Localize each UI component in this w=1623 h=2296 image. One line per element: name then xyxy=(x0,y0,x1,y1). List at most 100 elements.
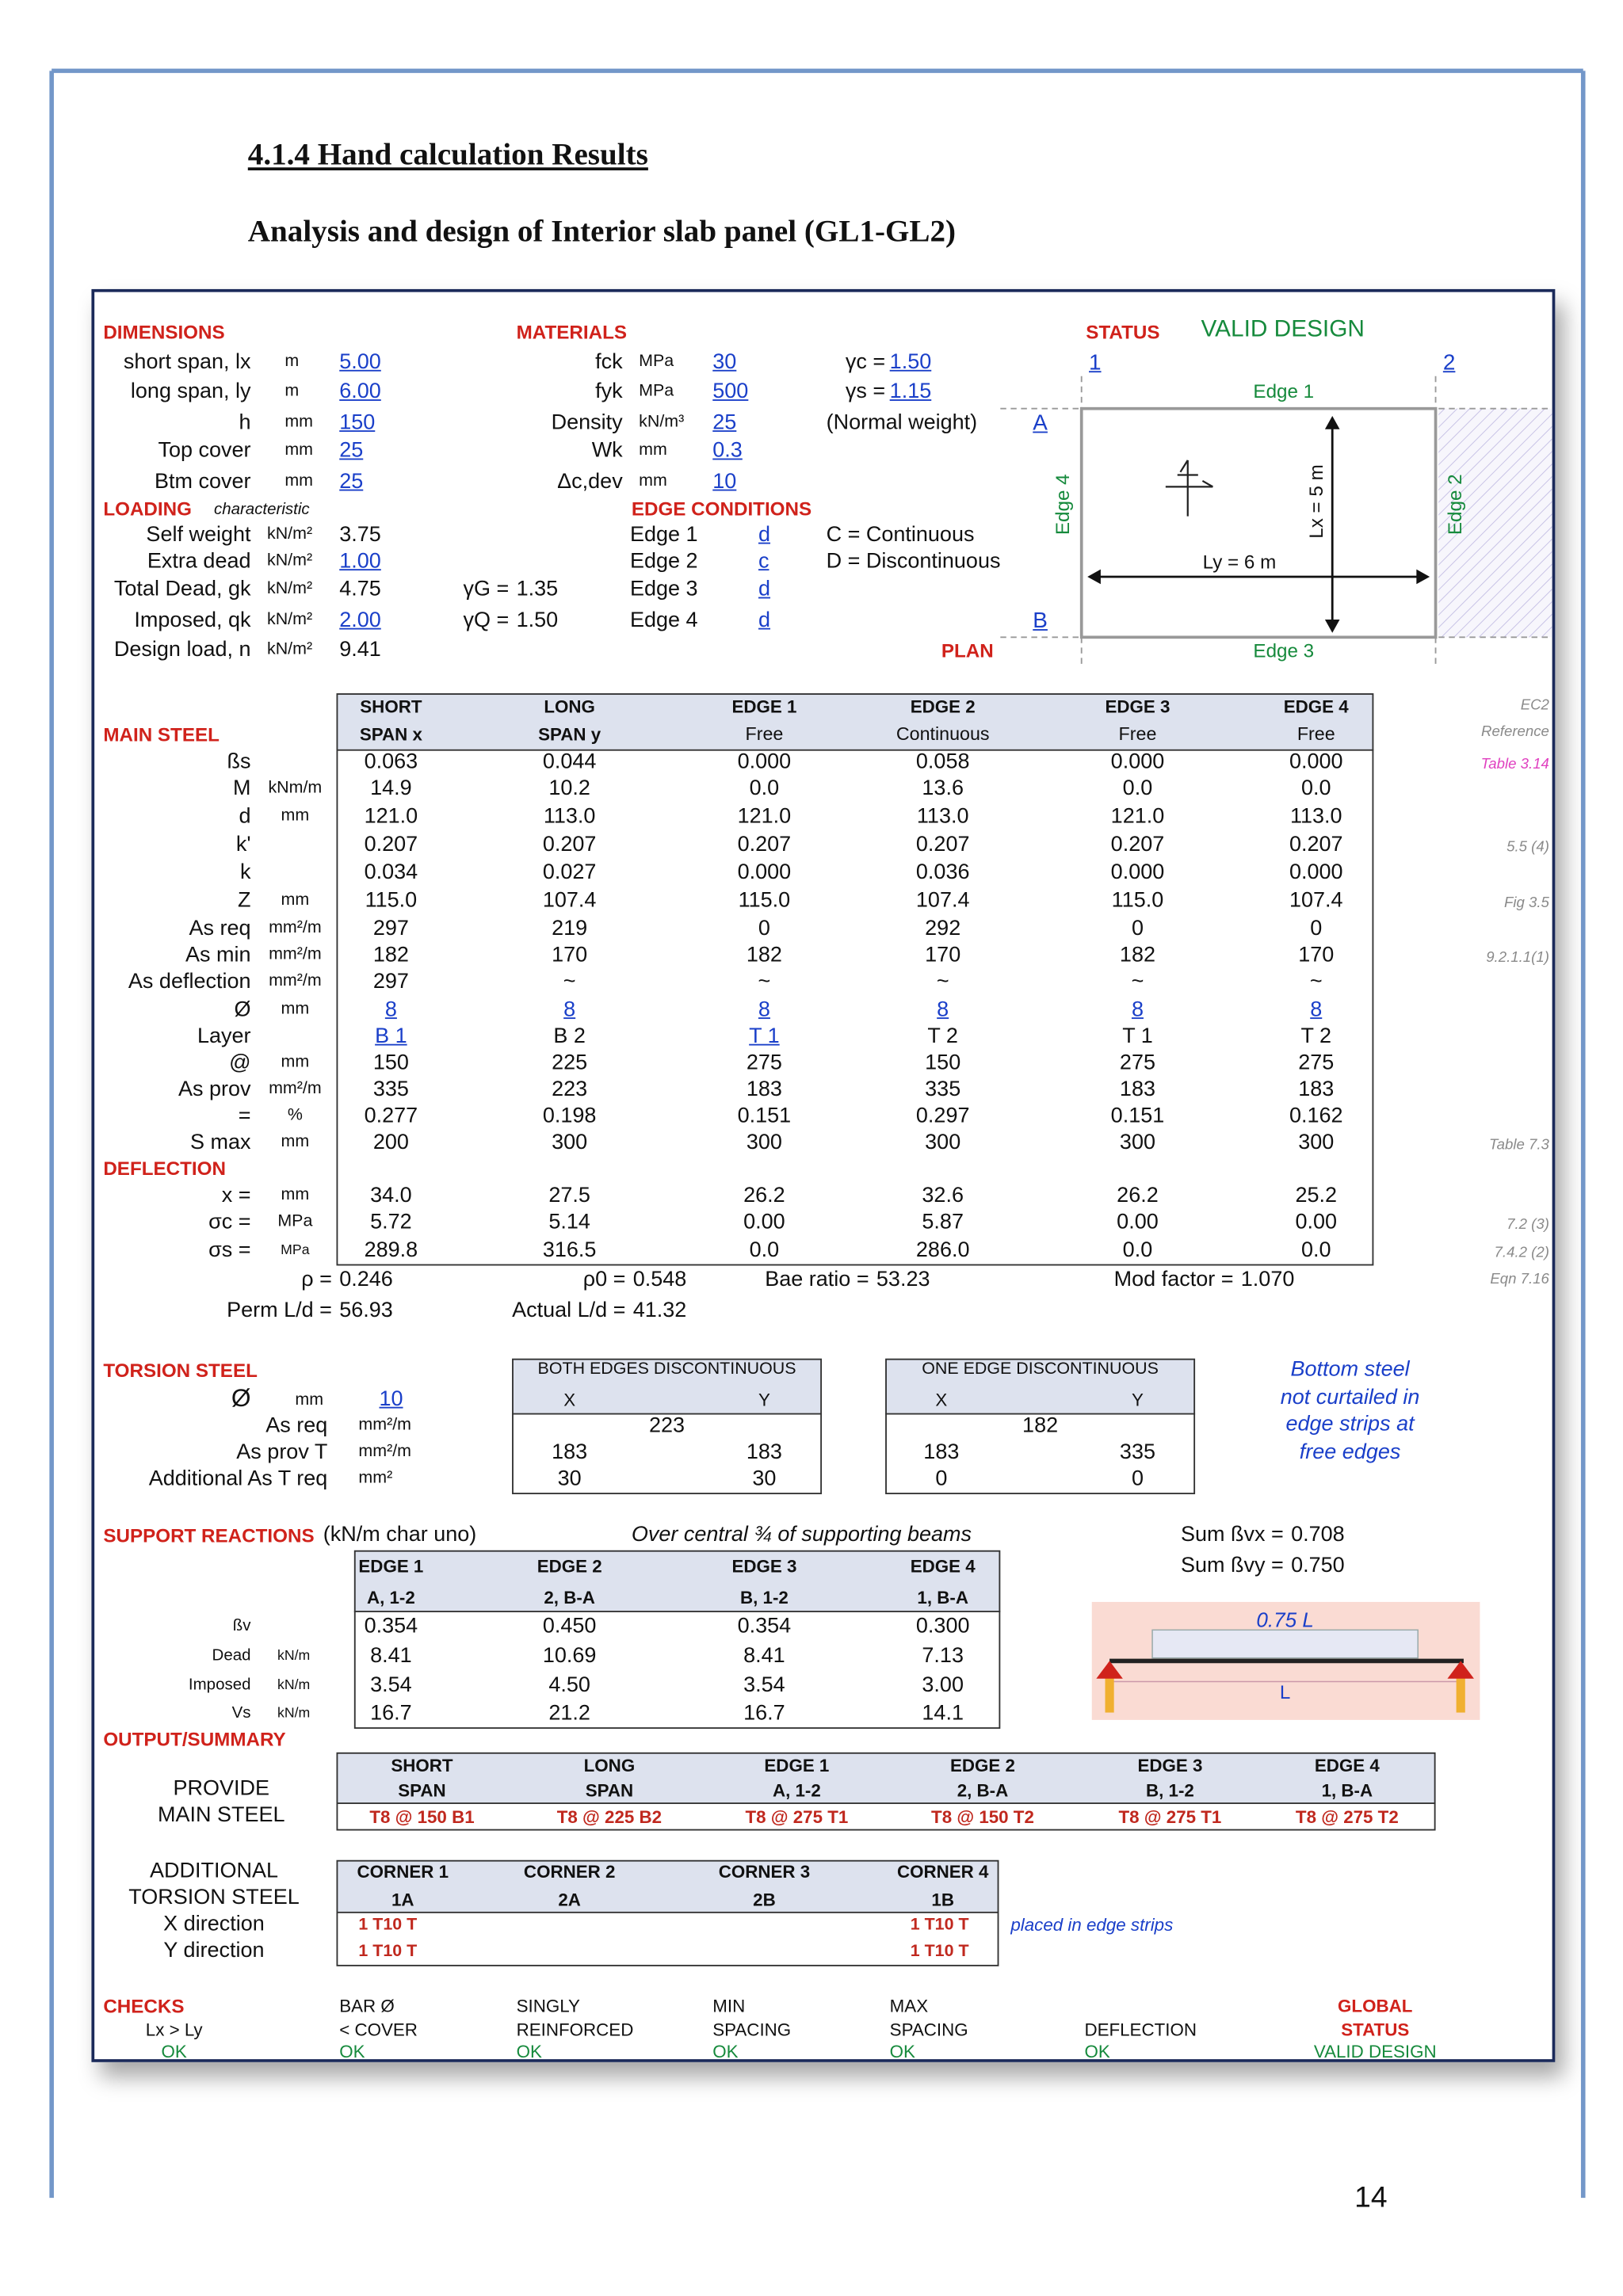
input-value[interactable]: 30 xyxy=(712,350,737,375)
column-header: X xyxy=(563,1389,576,1410)
cell[interactable]: 8 xyxy=(563,997,576,1022)
cell: 21.2 xyxy=(548,1702,590,1726)
cell: 289.8 xyxy=(364,1238,418,1263)
column-header: Y xyxy=(758,1389,770,1410)
cell[interactable]: 8 xyxy=(758,997,770,1022)
input-value[interactable]: 25 xyxy=(339,470,364,494)
cell[interactable]: 8 xyxy=(1131,997,1144,1022)
value[interactable]: 2.00 xyxy=(339,608,381,633)
cell: 0.198 xyxy=(542,1104,597,1128)
cell: 4.50 xyxy=(548,1673,590,1698)
cell: T 2 xyxy=(1300,1024,1332,1049)
column-header: EDGE 1 xyxy=(731,696,797,717)
input-value[interactable]: 500 xyxy=(712,379,749,404)
unit: m xyxy=(285,353,300,371)
input-value[interactable]: 1.50 xyxy=(889,350,932,375)
unit: mm²/m xyxy=(358,1443,412,1461)
column-header: 2B xyxy=(753,1889,776,1911)
label: γc = xyxy=(845,350,886,375)
reference: 7.4.2 (2) xyxy=(1494,1245,1549,1261)
label: Mod factor = xyxy=(1113,1268,1234,1292)
result: 1 T10 T xyxy=(910,1943,969,1961)
cell[interactable]: 8 xyxy=(384,997,397,1022)
reference: 7.2 (3) xyxy=(1507,1217,1549,1234)
value[interactable]: 1.00 xyxy=(339,549,381,574)
unit: mm²/m xyxy=(269,972,322,990)
heading: MAIN STEEL xyxy=(103,723,220,746)
cell: 0.000 xyxy=(1110,750,1165,774)
input-value[interactable]: 6.00 xyxy=(339,379,381,404)
unit: kN/m xyxy=(277,1648,311,1665)
value: 3.75 xyxy=(339,523,381,547)
cell: 121.0 xyxy=(364,805,418,829)
column-header: 1, B-A xyxy=(917,1587,968,1608)
cell: 107.4 xyxy=(542,889,597,913)
cell: 30 xyxy=(557,1467,582,1491)
cell: 0.0 xyxy=(1122,1238,1153,1263)
row-label: As req xyxy=(189,917,251,941)
edge-label: Edge 3 xyxy=(1253,639,1315,662)
input-value[interactable]: 10 xyxy=(379,1387,403,1412)
cell: ~ xyxy=(1131,970,1144,994)
cell: 0.277 xyxy=(364,1104,418,1128)
input-value[interactable]: d xyxy=(758,578,771,602)
cell: 183 xyxy=(923,1440,960,1465)
unit: mm²/m xyxy=(358,1416,412,1435)
input-value[interactable]: 150 xyxy=(339,410,376,435)
column-header: EDGE 4 xyxy=(1314,1755,1380,1776)
unit: MPa xyxy=(639,353,674,371)
label: Sum ßvx = xyxy=(1181,1523,1284,1547)
legend: D = Discontinuous xyxy=(826,549,1001,574)
input-value[interactable]: d xyxy=(758,523,771,547)
check-label: DEFLECTION xyxy=(1084,2019,1197,2040)
check-label: < COVER xyxy=(339,2019,418,2040)
column-header: 1B xyxy=(931,1889,954,1911)
cell: 183 xyxy=(746,1440,782,1465)
label: γs = xyxy=(845,379,886,404)
link[interactable]: 2 xyxy=(1442,350,1456,376)
input-value[interactable]: 10 xyxy=(712,470,737,494)
input-value[interactable]: 0.3 xyxy=(712,439,743,463)
check-label: STATUS xyxy=(1341,2019,1410,2040)
cell: 335 xyxy=(1119,1440,1155,1465)
cell[interactable]: 8 xyxy=(937,997,949,1022)
cell[interactable]: T 1 xyxy=(749,1024,780,1049)
label: X direction xyxy=(163,1913,265,1937)
corner-label[interactable]: A xyxy=(1033,410,1048,437)
dimension: Lx = 5 m xyxy=(1304,464,1327,539)
column-header: LONG xyxy=(583,1755,636,1776)
input-value[interactable]: 25 xyxy=(712,410,737,435)
cell[interactable]: B 1 xyxy=(375,1024,407,1049)
check-status: OK xyxy=(1084,2041,1110,2062)
cell: 5.14 xyxy=(548,1211,590,1234)
column-header: SPAN xyxy=(585,1780,634,1802)
value: 56.93 xyxy=(339,1299,393,1323)
result: T8 @ 275 T1 xyxy=(745,1806,849,1828)
cell[interactable]: 8 xyxy=(1310,997,1323,1022)
unit: MPa xyxy=(281,1242,310,1259)
column-header: Y xyxy=(1132,1389,1144,1410)
input-value[interactable]: c xyxy=(758,549,769,574)
corner-label[interactable]: B xyxy=(1033,608,1048,634)
cell: 0.00 xyxy=(743,1211,785,1234)
cell: 14.9 xyxy=(370,776,412,801)
cell: 0.000 xyxy=(1289,860,1343,885)
link[interactable]: 1 xyxy=(1089,350,1102,376)
table-border xyxy=(885,1358,1196,1495)
reference: 5.5 (4) xyxy=(1507,839,1549,856)
table-header xyxy=(512,1358,823,1413)
reference: Table 3.14 xyxy=(1480,757,1549,773)
status-value: VALID DESIGN xyxy=(1201,317,1365,342)
input-value[interactable]: 25 xyxy=(339,439,364,463)
value: 1.35 xyxy=(516,578,559,602)
input-value[interactable]: 5.00 xyxy=(339,350,381,375)
cell: 0.207 xyxy=(542,833,597,857)
input-value[interactable]: d xyxy=(758,608,771,633)
heading: CHECKS xyxy=(103,1995,185,2018)
cell: 300 xyxy=(552,1131,588,1155)
cell: 0 xyxy=(1131,917,1144,941)
cell: 0.207 xyxy=(737,833,792,857)
unit: MPa xyxy=(277,1212,313,1231)
input-value[interactable]: 1.15 xyxy=(889,379,932,404)
